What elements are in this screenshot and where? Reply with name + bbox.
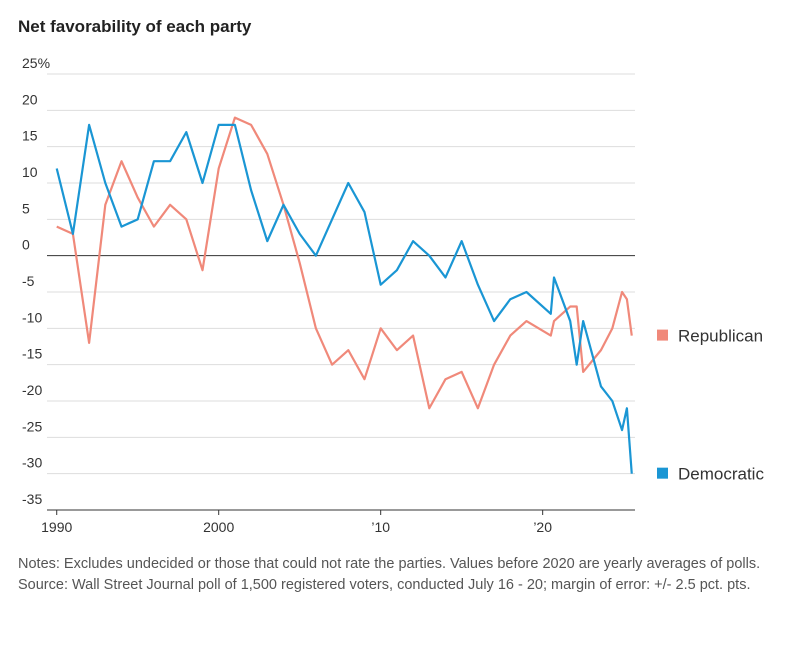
y-tick-label: -5 xyxy=(22,273,35,289)
legend-label: Democratic xyxy=(678,465,764,484)
y-tick-label: 15 xyxy=(22,128,38,144)
series-line xyxy=(56,116,633,410)
notes-block: Notes: Excludes undecided or those that … xyxy=(18,554,793,596)
y-tick-label: -25 xyxy=(22,418,42,434)
series-line xyxy=(55,123,633,474)
chart-title: Net favorability of each party xyxy=(18,17,252,36)
source: Source: Wall Street Journal poll of 1,50… xyxy=(18,577,751,593)
x-tick-label: 2000 xyxy=(203,519,234,535)
legend-swatch xyxy=(657,467,668,479)
legend-swatch xyxy=(657,329,668,341)
y-tick-label: 5 xyxy=(22,200,30,216)
chart: Net favorability of each party -35 -30 -25… xyxy=(18,17,764,535)
y-tick-label: 25% xyxy=(22,55,50,71)
notes: Notes: Excludes undecided or those that … xyxy=(18,556,761,572)
legend-label: Republican xyxy=(678,327,763,346)
x-tick-label: ’20 xyxy=(533,519,552,535)
y-tick-label: -10 xyxy=(22,309,42,325)
y-tick-label: -30 xyxy=(22,455,42,471)
y-tick-label: -20 xyxy=(22,382,42,398)
y-tick-label: 10 xyxy=(22,164,38,180)
x-tick-label: 1990 xyxy=(41,519,72,535)
y-tick-label: 0 xyxy=(22,237,30,253)
x-tick-label: ’10 xyxy=(371,519,390,535)
y-tick-label: -15 xyxy=(22,346,42,362)
y-tick-label: 20 xyxy=(22,91,38,107)
y-tick-label: -35 xyxy=(22,491,42,507)
